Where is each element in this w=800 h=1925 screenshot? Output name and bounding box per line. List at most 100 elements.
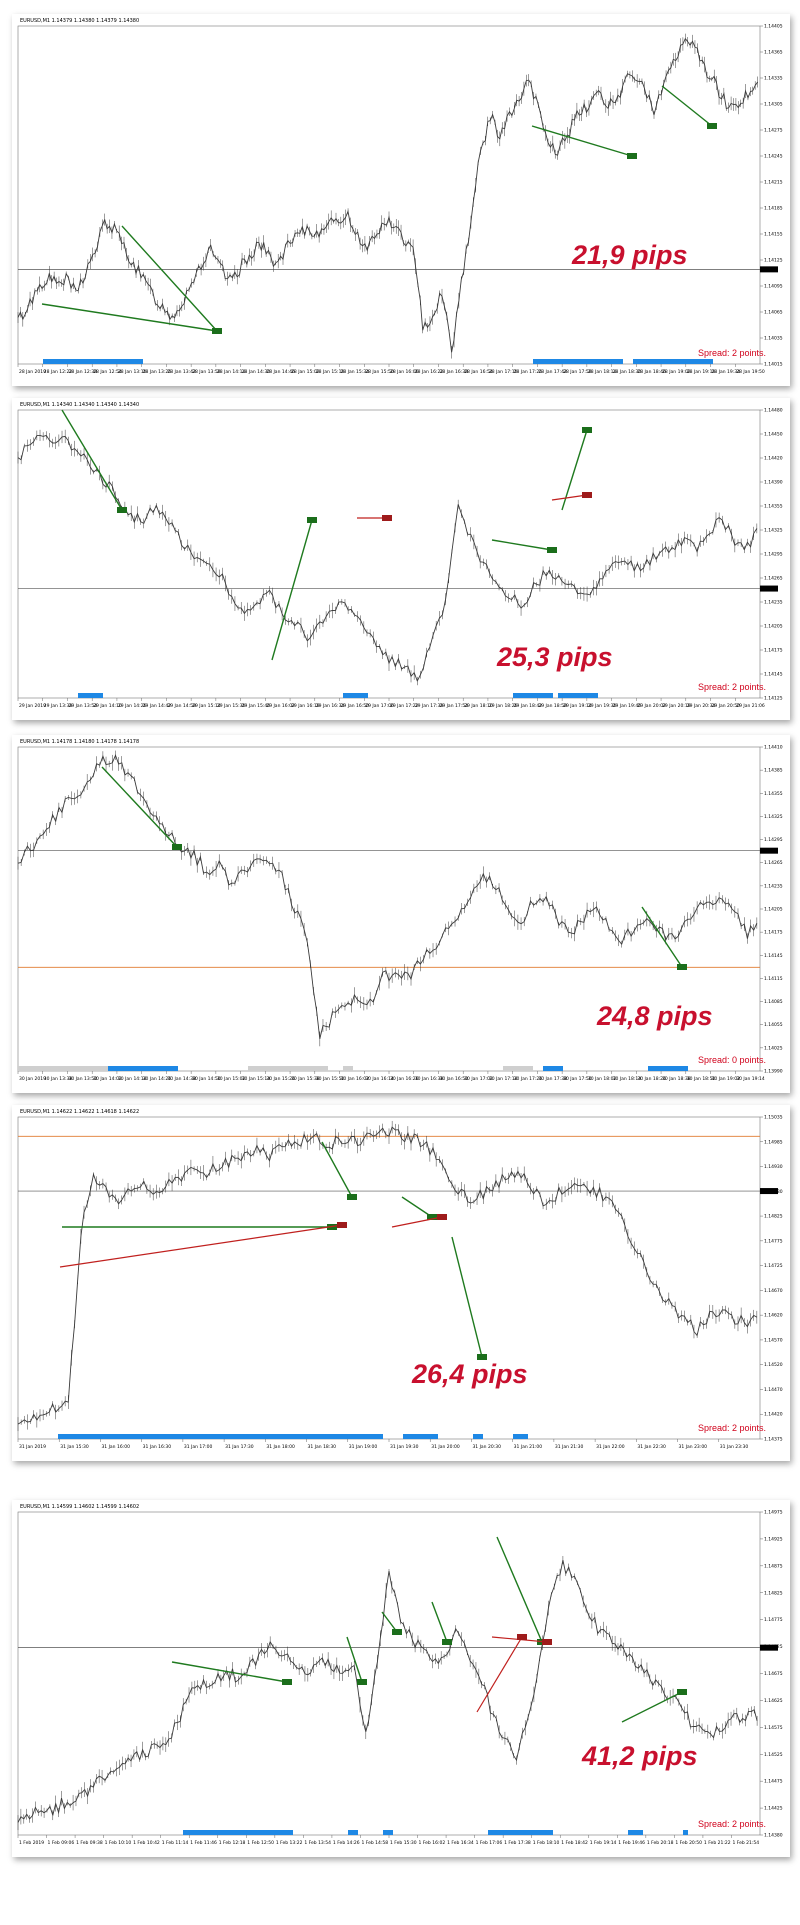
y-tick-label: 1.14450 xyxy=(764,432,783,438)
x-tick-label: 1 Feb 20:50 xyxy=(675,1840,702,1846)
y-tick-label: 1.14355 xyxy=(764,791,783,797)
x-tick-label: 1 Feb 12:50 xyxy=(247,1840,274,1846)
x-tick-label: 28 Jan 16:38 xyxy=(439,369,468,375)
x-tick-label: 28 Jan 13:42 xyxy=(167,369,196,375)
x-tick-label: 31 Jan 23:30 xyxy=(720,1444,749,1450)
session-bar-blue xyxy=(348,1830,358,1835)
trend-line-green xyxy=(271,519,313,661)
chart-panel-2: EURUSD,M1 1.14340 1.14340 1.14340 1.1434… xyxy=(12,398,790,720)
symbol-header: EURUSD,M1 1.14178 1.14180 1.14178 1.1417… xyxy=(20,739,139,745)
y-tick-label: 1.14875 xyxy=(764,1563,783,1569)
x-tick-label: 1 Feb 13:54 xyxy=(304,1840,331,1846)
y-tick-label: 1.14265 xyxy=(764,576,783,582)
x-tick-label: 31 Jan 21:30 xyxy=(555,1444,584,1450)
trend-line-green xyxy=(346,1636,363,1683)
session-bar-blue xyxy=(513,693,553,698)
x-tick-label: 30 Jan 19:02 xyxy=(712,1076,741,1082)
x-tick-label: 30 Jan 16:14 xyxy=(365,1076,394,1082)
x-tick-label: 31 Jan 20:00 xyxy=(431,1444,460,1450)
x-tick-label: 29 Jan 15:14 xyxy=(192,703,221,709)
y-tick-label: 1.14015 xyxy=(764,362,783,368)
x-tick-label: 28 Jan 16:22 xyxy=(415,369,444,375)
y-tick-label: 1.14525 xyxy=(764,1752,783,1758)
y-tick-label: 1.14205 xyxy=(764,624,783,630)
trend-line-green xyxy=(491,539,553,551)
y-tick-label: 1.14985 xyxy=(764,1139,783,1145)
y-tick-label: 1.14065 xyxy=(764,310,783,316)
trade-marker-red xyxy=(582,492,592,498)
x-tick-label: 31 Jan 18:30 xyxy=(308,1444,337,1450)
x-tick-label: 29 Jan 14:26 xyxy=(118,703,147,709)
y-tick-label: 1.14410 xyxy=(764,745,783,751)
trade-marker-green xyxy=(442,1639,452,1645)
x-tick-label: 29 Jan 16:50 xyxy=(341,703,370,709)
price-candles xyxy=(17,429,758,686)
y-tick-label: 1.14035 xyxy=(764,336,783,342)
trend-line-green xyxy=(121,225,218,332)
y-tick-label: 1.15035 xyxy=(764,1115,783,1121)
y-tick-label: 1.13990 xyxy=(764,1069,783,1075)
session-bar-blue xyxy=(78,693,103,698)
trade-marker-green xyxy=(172,844,182,850)
y-tick-label: 1.14475 xyxy=(764,1779,783,1785)
y-tick-label: 1.14125 xyxy=(764,696,783,702)
trade-marker-green xyxy=(582,427,592,433)
x-tick-label: 29 Jan 17:22 xyxy=(390,703,419,709)
x-tick-label: 1 Feb 17:06 xyxy=(476,1840,503,1846)
x-tick-label: 28 Jan 17:42 xyxy=(538,369,567,375)
x-tick-label: 1 Feb 18:42 xyxy=(561,1840,588,1846)
x-tick-label: 30 Jan 19:14 xyxy=(736,1076,765,1082)
y-tick-label: 1.14325 xyxy=(764,528,783,534)
session-bar-blue xyxy=(558,693,598,698)
y-tick-label: 1.14575 xyxy=(764,1725,783,1731)
x-tick-label: 29 Jan 15:30 xyxy=(217,703,246,709)
x-tick-label: 1 Feb 12:18 xyxy=(219,1840,246,1846)
y-tick-label: 1.14670 xyxy=(764,1288,783,1294)
x-tick-label: 30 Jan 14:14 xyxy=(118,1076,147,1082)
trend-line-red xyxy=(551,494,588,501)
x-tick-label: 28 Jan 12:22 xyxy=(44,369,73,375)
x-tick-label: 1 Feb 09:38 xyxy=(76,1840,103,1846)
x-tick-label: 1 Feb 15:30 xyxy=(390,1840,417,1846)
x-tick-label: 30 Jan 13:50 xyxy=(68,1076,97,1082)
x-tick-label: 28 Jan 15:18 xyxy=(316,369,345,375)
x-tick-label: 28 Jan 16:06 xyxy=(390,369,419,375)
y-tick-label: 1.14145 xyxy=(764,953,783,959)
session-bar-blue xyxy=(488,1830,553,1835)
session-bar-blue xyxy=(343,693,368,698)
y-tick-label: 1.14295 xyxy=(764,837,783,843)
x-tick-label: 28 Jan 16:54 xyxy=(464,369,493,375)
x-tick-label: 1 Feb 10:10 xyxy=(105,1840,132,1846)
x-tick-label: 30 Jan 14:02 xyxy=(93,1076,122,1082)
trade-marker-red xyxy=(382,515,392,521)
x-tick-label: 28 Jan 13:26 xyxy=(143,369,172,375)
x-tick-label: 28 Jan 19:34 xyxy=(712,369,741,375)
x-tick-label: 1 Feb 09:06 xyxy=(48,1840,75,1846)
x-tick-label: 31 Jan 17:30 xyxy=(225,1444,254,1450)
trend-line-green xyxy=(381,1611,398,1633)
x-tick-label: 30 Jan 16:50 xyxy=(439,1076,468,1082)
y-tick-label: 1.14125 xyxy=(764,258,783,264)
trend-line-green xyxy=(451,1236,483,1358)
x-tick-label: 30 Jan 14:50 xyxy=(192,1076,221,1082)
chart-panel-1: EURUSD,M1 1.14379 1.14380 1.14379 1.1438… xyxy=(12,14,790,386)
trend-line-green xyxy=(661,85,713,127)
price-chart-5: EURUSD,M1 1.14599 1.14602 1.14599 1.1460… xyxy=(17,1504,783,1846)
x-tick-label: 31 Jan 15:30 xyxy=(60,1444,89,1450)
price-chart-1: EURUSD,M1 1.14379 1.14380 1.14379 1.1438… xyxy=(17,18,783,375)
x-tick-label: 29 Jan 18:26 xyxy=(489,703,518,709)
x-tick-label: 1 Feb 18:10 xyxy=(533,1840,560,1846)
x-tick-label: 29 Jan 14:42 xyxy=(143,703,172,709)
x-tick-label: 28 Jan 12:38 xyxy=(68,369,97,375)
x-tick-label: 30 Jan 17:38 xyxy=(538,1076,567,1082)
x-tick-label: 29 Jan 20:02 xyxy=(637,703,666,709)
price-series-line xyxy=(17,754,758,1040)
x-tick-label: 1 Feb 2019 xyxy=(19,1840,44,1846)
x-tick-label: 30 Jan 15:02 xyxy=(217,1076,246,1082)
price-series-line xyxy=(17,434,758,683)
session-bar-blue xyxy=(633,359,713,364)
trend-line-green xyxy=(531,125,633,157)
y-tick-label: 1.14025 xyxy=(764,1045,783,1051)
y-tick-label: 1.14335 xyxy=(764,76,783,82)
y-tick-label: 1.14385 xyxy=(764,768,783,774)
